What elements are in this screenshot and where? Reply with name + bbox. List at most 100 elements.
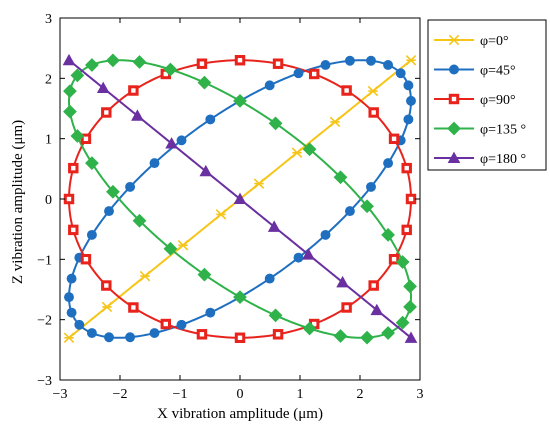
marker-diamond — [403, 279, 417, 294]
marker-circle — [205, 114, 216, 125]
marker-diamond — [163, 62, 178, 77]
marker-triangle — [267, 220, 281, 232]
y-tick-label: 3 — [45, 12, 52, 27]
marker-square-hole — [237, 335, 243, 340]
marker-circle — [149, 158, 160, 169]
marker-square-hole — [163, 71, 169, 77]
marker-circle — [320, 60, 331, 70]
marker-triangle — [199, 164, 213, 177]
marker-circle — [366, 55, 376, 66]
marker-diamond — [85, 58, 99, 72]
marker-diamond — [233, 94, 247, 108]
marker-circle — [320, 229, 331, 240]
x-tick-label: 3 — [417, 387, 424, 402]
marker-square-hole — [344, 305, 349, 310]
y-axis-label: Z vibration amplitude (μm) — [10, 120, 26, 284]
marker-square-hole — [131, 305, 136, 310]
marker-triangle — [233, 192, 247, 205]
legend-label: φ=180 ° — [480, 152, 526, 167]
marker-circle — [104, 206, 114, 217]
x-tick-label: 2 — [357, 387, 364, 402]
marker-diamond — [70, 129, 85, 143]
marker-x-cross — [63, 332, 75, 344]
marker-circle — [366, 181, 376, 192]
y-tick-label: −3 — [37, 374, 52, 389]
marker-circle — [264, 273, 275, 284]
marker-circle — [74, 319, 85, 330]
marker-diamond — [403, 299, 417, 314]
marker-circle — [86, 328, 97, 338]
marker-circle — [395, 68, 406, 79]
marker-triangle — [404, 331, 418, 343]
marker-circle — [406, 95, 416, 106]
marker-diamond — [63, 104, 77, 119]
marker-circle — [66, 307, 77, 318]
x-tick-label: −1 — [173, 387, 188, 402]
marker-triangle — [131, 109, 144, 121]
marker-x-cross — [405, 54, 417, 66]
marker-circle — [205, 307, 216, 318]
marker-square-hole — [391, 136, 397, 141]
marker-x-cross — [215, 209, 227, 220]
marker-square-hole — [451, 96, 457, 102]
marker-triangle — [165, 137, 178, 149]
axis-ticks: −3 −2 −1 0 1 2 3 −3 −2 −1 0 1 2 3 — [37, 12, 423, 402]
y-tick-label: −1 — [37, 253, 52, 268]
marker-x-cross — [448, 34, 460, 46]
legend-label: φ=45° — [480, 64, 516, 79]
marker-diamond — [70, 68, 85, 83]
x-tick-label: 1 — [297, 387, 304, 402]
marker-square-hole — [391, 257, 397, 262]
marker-diamond — [360, 330, 374, 345]
marker-square-hole — [404, 165, 409, 171]
marker-square-hole — [83, 136, 89, 141]
marker-circle — [149, 328, 160, 338]
marker-circle — [383, 158, 394, 169]
marker-circle — [344, 55, 355, 66]
marker-square-hole — [371, 110, 376, 115]
marker-x-cross — [177, 240, 189, 251]
marker-circle — [264, 80, 275, 91]
y-tick-label: −2 — [37, 314, 52, 329]
marker-square-hole — [66, 196, 72, 202]
marker-circle — [403, 114, 414, 125]
marker-square-hole — [199, 332, 205, 337]
marker-square-hole — [404, 227, 409, 233]
marker-diamond — [163, 241, 178, 256]
legend-label: φ=135 ° — [480, 123, 526, 138]
marker-triangle — [370, 303, 384, 316]
legend-box — [427, 19, 547, 171]
marker-circle — [293, 68, 304, 79]
marker-diamond — [63, 84, 77, 99]
marker-circle — [86, 229, 97, 240]
marker-diamond — [268, 116, 283, 131]
marker-circle — [403, 80, 414, 91]
x-tick-label: −3 — [53, 387, 68, 402]
marker-x-cross — [101, 301, 113, 313]
marker-circle — [293, 252, 304, 263]
marker-square-hole — [104, 110, 109, 115]
marker-circle — [383, 60, 394, 70]
marker-x-cross — [139, 270, 151, 282]
marker-diamond — [447, 121, 461, 136]
marker-circle — [176, 319, 187, 330]
marker-circle — [125, 181, 136, 192]
y-tick-label: 1 — [45, 133, 52, 148]
marker-diamond — [395, 315, 410, 330]
x-tick-label: −2 — [113, 387, 128, 402]
marker-x-cross — [291, 147, 303, 158]
marker-diamond — [132, 213, 147, 228]
marker-diamond — [197, 267, 212, 282]
legend: φ=0° φ=45° φ=90° φ=135 ° φ=180 ° — [427, 19, 547, 171]
marker-square-hole — [71, 227, 76, 233]
marker-x-cross — [253, 178, 265, 189]
marker-square-hole — [163, 321, 169, 327]
legend-label: φ=90° — [480, 93, 516, 108]
marker-triangle — [62, 53, 76, 66]
marker-square-hole — [71, 165, 76, 171]
marker-diamond — [106, 53, 120, 68]
marker-square-hole — [344, 88, 349, 93]
marker-circle — [64, 292, 74, 303]
marker-square-hole — [408, 196, 414, 202]
